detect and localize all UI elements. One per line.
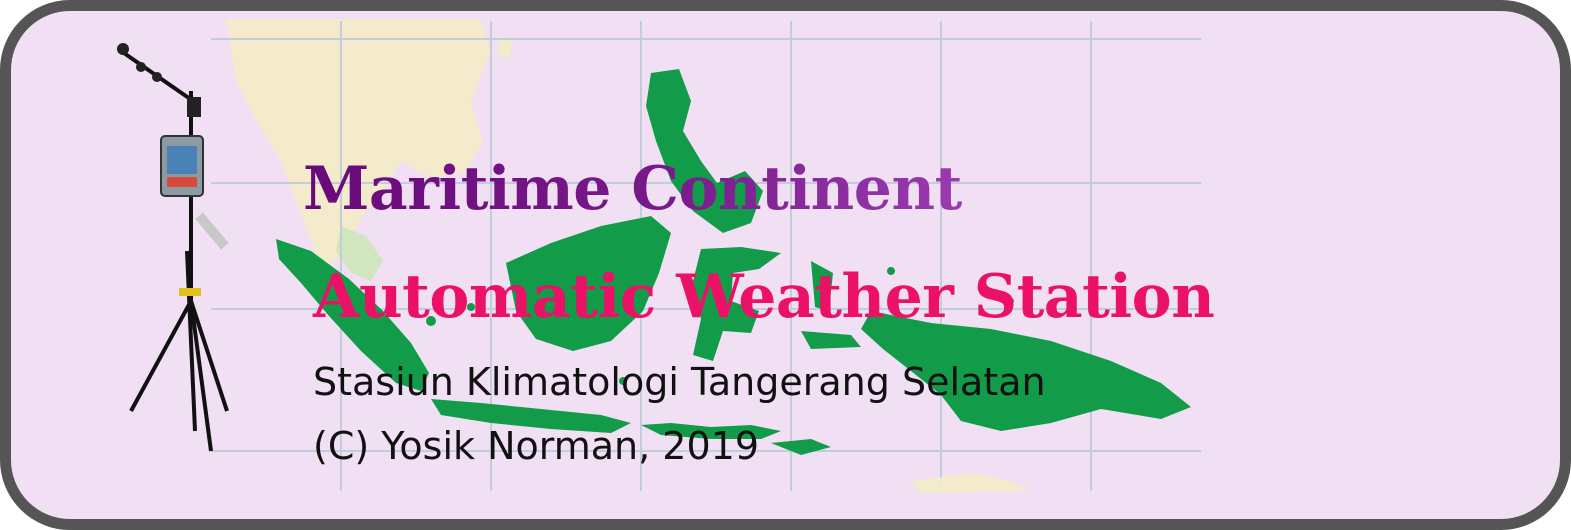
station-subtitle: Stasiun Klimatologi Tangerang Selatan (313, 360, 1046, 404)
maritime-continent-map (211, 19, 1201, 493)
copyright-text: (C) Yosik Norman, 2019 (313, 424, 759, 468)
indonesia-islands (276, 69, 1191, 455)
weather-station-icon (117, 43, 229, 452)
title-line-2: Automatic Weather Station (313, 262, 1215, 332)
title-line-1: Maritime Continent (303, 154, 962, 224)
